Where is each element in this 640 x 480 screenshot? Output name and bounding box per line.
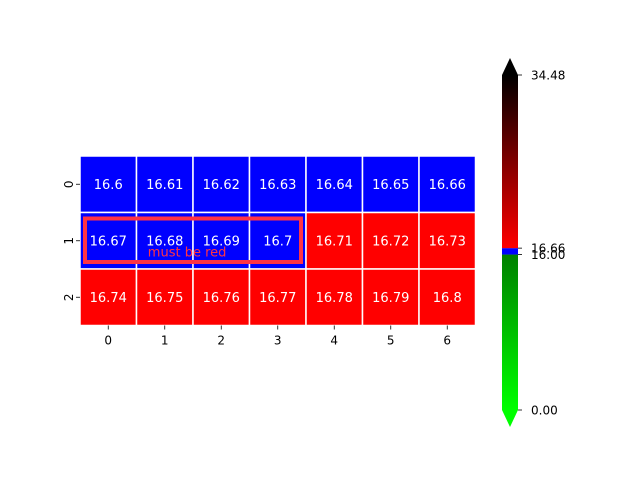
cell-value-label: 16.68 [146, 234, 183, 249]
heatmap-cell [305, 268, 364, 327]
cell-value-label: 16.65 [372, 178, 409, 193]
annotation: must be red [83, 216, 303, 264]
cell-value-label: 16.64 [316, 178, 353, 193]
x-tick-label: 6 [443, 334, 451, 348]
cell-value-label: 16.75 [146, 291, 183, 306]
cell-value-label: 16.79 [372, 291, 409, 306]
y-tick-label: 0 [62, 180, 76, 188]
colorbar-under-extend [502, 410, 518, 427]
cell-value-label: 16.76 [203, 291, 240, 306]
colorbar-tick-label: 0.00 [531, 404, 558, 418]
y-tick-label: 1 [62, 237, 76, 245]
cell-value-label: 16.69 [203, 234, 240, 249]
heatmap-cell [361, 268, 420, 327]
cell-value-label: 16.6 [94, 178, 123, 193]
cell-value-label: 16.66 [429, 178, 466, 193]
heatmap-cell [418, 211, 477, 270]
cell-value-label: 16.8 [433, 291, 462, 306]
cell-value-label: 16.74 [90, 291, 127, 306]
colorbar-segment [502, 75, 518, 249]
x-tick-label: 0 [104, 334, 112, 348]
colorbar-tick-label: 34.48 [531, 69, 565, 83]
x-tick-label: 1 [161, 334, 169, 348]
annotation-box [83, 216, 303, 264]
heatmap-cell [361, 155, 420, 214]
x-tick-label: 3 [274, 334, 282, 348]
heatmap-cell [248, 211, 307, 270]
y-tick-label: 2 [62, 293, 76, 301]
y-axis: 0 1 2 [62, 180, 80, 301]
colorbar-segment [502, 254, 518, 410]
cell-value-label: 16.73 [429, 234, 466, 249]
heatmap-cell [305, 211, 364, 270]
heatmap-plot-area: 16.6 16.61 16.62 16.63 16.64 16.65 16.66 16.67 1… [79, 155, 477, 327]
cell-value-label: 16.61 [146, 178, 183, 193]
colorbar-over-extend [502, 58, 518, 75]
heatmap-cell [418, 268, 477, 327]
heatmap-cell [248, 268, 307, 327]
cell-value-label: 16.7 [263, 234, 292, 249]
colorbar-segment [502, 248, 518, 255]
colorbar-tick-label: 16.66 [531, 242, 565, 256]
annotation-text: must be red [148, 246, 227, 261]
x-tick-label: 2 [217, 334, 225, 348]
x-tick-label: 5 [387, 334, 395, 348]
heatmap-cell [135, 155, 194, 214]
cell-value-label: 16.71 [316, 234, 353, 249]
cell-value-label: 16.78 [316, 291, 353, 306]
cell-value-label: 16.63 [259, 178, 296, 193]
cell-value-label: 16.62 [203, 178, 240, 193]
cell-value-label: 16.72 [372, 234, 409, 249]
x-tick-label: 4 [330, 334, 338, 348]
cell-value-label: 16.77 [259, 291, 296, 306]
cell-value-label: 16.67 [90, 234, 127, 249]
x-axis: 0 1 2 3 4 5 6 [104, 325, 451, 348]
colorbar-tick-label: 16.00 [531, 248, 565, 262]
